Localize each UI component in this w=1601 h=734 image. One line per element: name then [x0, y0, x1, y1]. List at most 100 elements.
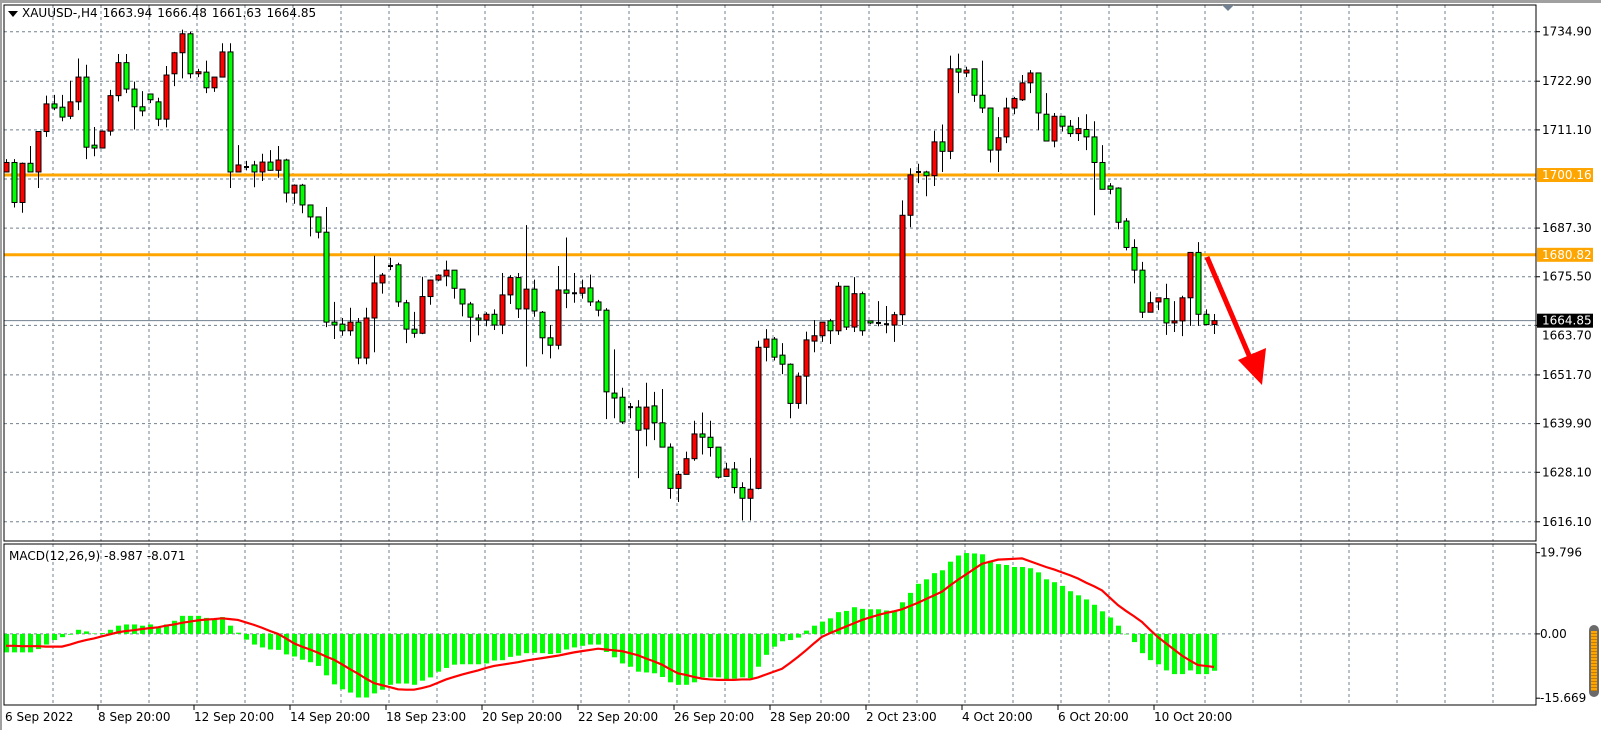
macd-histogram-bar [1100, 611, 1105, 634]
candle-body [1035, 72, 1042, 114]
price-tick-label: 1734.90 [1542, 25, 1592, 39]
macd-histogram-bar [524, 633, 529, 654]
candle-body [547, 337, 554, 346]
candle-body [683, 458, 690, 475]
macd-histogram-bar [516, 633, 521, 656]
candle [531, 279, 538, 317]
candle [963, 66, 970, 78]
scale-scrollbar[interactable] [1589, 625, 1599, 697]
macd-histogram-bar [1132, 633, 1137, 643]
candle-body [427, 279, 434, 298]
macd-histogram-bar [748, 633, 753, 679]
candle [659, 388, 666, 448]
macd-histogram-bar [972, 553, 977, 634]
candle [1083, 114, 1090, 151]
candle [1139, 261, 1146, 319]
macd-histogram-bar [252, 633, 257, 645]
candle [115, 53, 122, 102]
candle-body [139, 106, 146, 112]
candle [907, 168, 914, 228]
arrow-head-icon[interactable] [1238, 348, 1266, 385]
macd-histogram-bar [1012, 567, 1017, 634]
candle-body [131, 88, 138, 108]
price-tick-label: 1663.70 [1542, 329, 1592, 343]
horizontal-levels[interactable]: 1700.16 1680.82 [4, 168, 1593, 262]
time-tick-label: 28 Sep 20:00 [770, 710, 850, 724]
macd-name: MACD(12,26,9) [9, 549, 101, 563]
time-tick-label: 20 Sep 20:00 [482, 710, 562, 724]
down-arrow-annotation[interactable] [1204, 256, 1266, 385]
candle-body [379, 274, 386, 284]
candle [1211, 313, 1218, 334]
macd-histogram-bar [428, 633, 433, 678]
candle-body [811, 335, 818, 342]
macd-histogram-bar [908, 592, 913, 634]
macd-histogram-bar [596, 633, 601, 645]
candle [395, 262, 402, 307]
chart-menu-triangle-icon[interactable] [8, 11, 18, 17]
candle [947, 55, 954, 160]
candle-body [771, 338, 778, 358]
candle-body [947, 68, 954, 152]
macd-histogram-bar [764, 633, 769, 655]
candle-body [227, 51, 234, 173]
macd-tick-label: 0.00 [1540, 627, 1567, 641]
macd-histogram-bar [1124, 633, 1129, 635]
axes: 1734.90 1722.90 1711.10 1687.30 1675.50 1663.… [3, 4, 1593, 724]
macd-histogram-bar [284, 633, 289, 655]
candle [11, 159, 18, 208]
macd-histogram-bar [1076, 595, 1081, 634]
candle-body [187, 33, 194, 75]
candle-body [275, 159, 282, 171]
macd-histogram-bar [1020, 567, 1025, 634]
macd-histogram-bar [916, 583, 921, 634]
candle-body [747, 488, 754, 499]
candle [1147, 291, 1154, 313]
candle [683, 451, 690, 475]
macd-histogram-bar [1180, 633, 1185, 675]
macd-histogram-bar [1108, 617, 1113, 634]
candle [787, 363, 794, 419]
time-tick-label: 10 Oct 20:00 [1154, 710, 1232, 724]
candle-body [115, 62, 122, 97]
macd-histogram-bar [924, 579, 929, 634]
candle-body [523, 288, 530, 310]
chart-shift-marker-icon[interactable] [1222, 5, 1234, 11]
candle-body [867, 320, 874, 324]
candle [803, 331, 810, 405]
candle-body [1187, 251, 1194, 299]
symbol-timeframe: XAUUSD-,H4 [22, 6, 98, 20]
level-price-label: 1700.16 [1542, 168, 1592, 182]
macd-histogram-bar [1084, 599, 1089, 634]
macd-histogram-bar [636, 633, 641, 672]
candle [67, 80, 74, 120]
macd-histogram-bar [484, 633, 489, 664]
candle-body [1139, 269, 1146, 313]
macd-histogram-bar [1052, 582, 1057, 634]
candle [43, 95, 50, 137]
macd-histogram-bar [492, 633, 497, 661]
macd-header: MACD(12,26,9) -8.987 -8.071 [9, 549, 190, 563]
candle-body [587, 287, 594, 303]
candle-body [787, 363, 794, 404]
candle [1051, 112, 1058, 148]
candle-body [1115, 187, 1122, 223]
candle-body [1011, 98, 1018, 109]
candle [1075, 117, 1082, 142]
macd-histogram-bar [620, 633, 625, 664]
candle [819, 321, 826, 342]
candle [916, 163, 921, 184]
macd-main-value: -8.987 [104, 549, 143, 563]
macd-histogram-bar [1028, 568, 1033, 634]
arrow-shaft[interactable] [1204, 256, 1254, 361]
scrollbar-grip[interactable] [1591, 631, 1597, 691]
candle [1027, 70, 1034, 94]
candle [523, 225, 530, 367]
macd-histogram-bar [156, 627, 161, 634]
macd-histogram-bar [804, 630, 809, 634]
candle [723, 462, 730, 477]
candle [323, 207, 330, 328]
candle [155, 97, 162, 127]
candle [939, 124, 946, 172]
